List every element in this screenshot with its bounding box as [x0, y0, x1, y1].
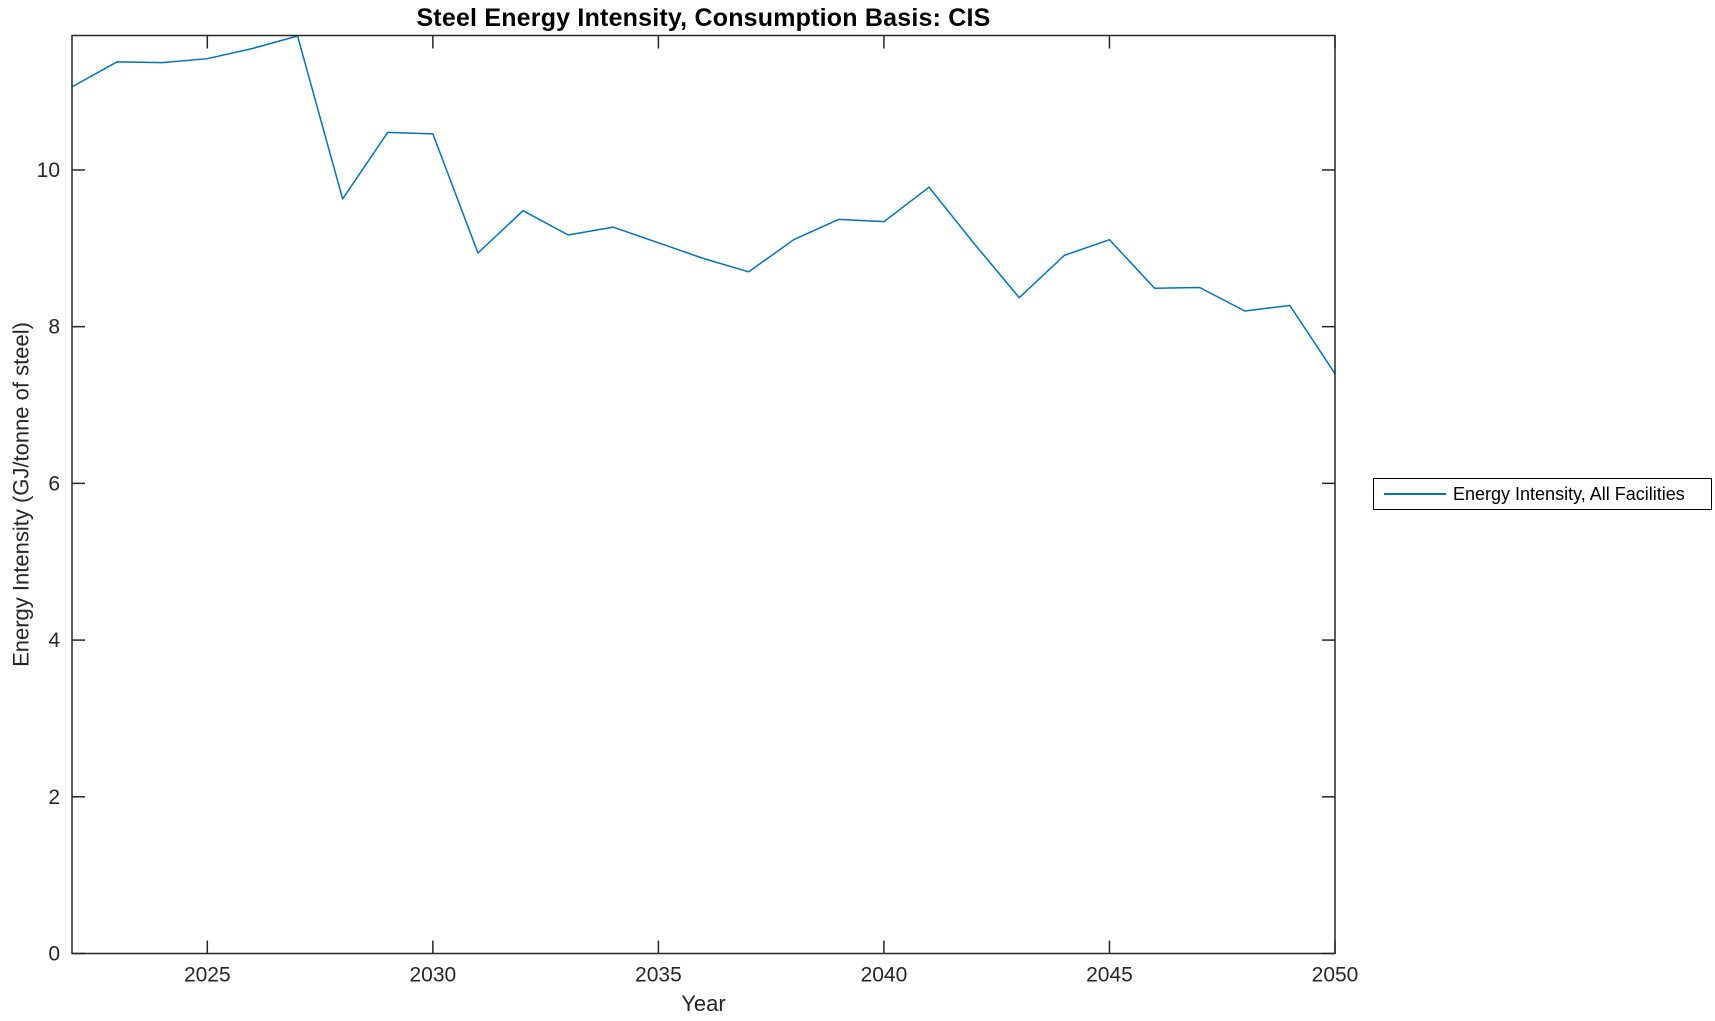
y-tick-label: 4: [48, 629, 60, 652]
y-tick-label: 8: [48, 316, 60, 339]
data-series-line: [71, 35, 1336, 375]
x-axis-label: Year: [681, 991, 726, 1016]
y-tick-label: 10: [37, 159, 60, 182]
y-tick-label: 0: [48, 943, 60, 966]
x-tick-label: 2045: [1086, 964, 1133, 987]
x-tick-label: 2030: [409, 964, 456, 987]
x-tick-label: 2035: [635, 964, 682, 987]
legend-line-sample: [1384, 493, 1446, 495]
x-tick-label: 2040: [861, 964, 908, 987]
legend-label: Energy Intensity, All Facilities: [1453, 483, 1685, 504]
y-tick-label: 2: [48, 786, 60, 809]
axes-box: [71, 34, 1336, 955]
legend: Energy Intensity, All Facilities: [1373, 478, 1712, 510]
chart-title: Steel Energy Intensity, Consumption Basi…: [416, 4, 991, 32]
x-tick-label: 2050: [1312, 964, 1359, 987]
y-tick-label: 6: [48, 472, 60, 495]
x-tick-label: 2025: [184, 964, 231, 987]
y-axis-label: Energy Intensity (GJ/tonne of steel): [8, 322, 34, 667]
